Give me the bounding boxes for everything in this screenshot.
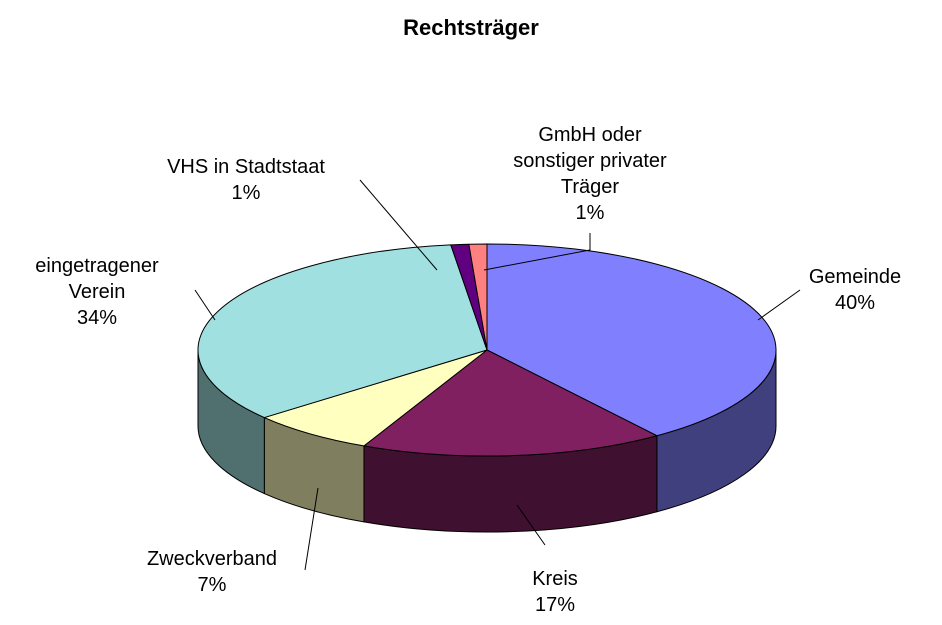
slice: [363, 349, 658, 457]
chart-title: Rechtsträger: [403, 15, 539, 40]
category-label: VHS in Stadtstaat: [167, 156, 325, 178]
leader-line: [757, 289, 801, 321]
value-label: 7%: [197, 574, 227, 596]
value-label: 40%: [834, 292, 876, 314]
data-label: eingetragener Verein 34%: [22, 253, 172, 331]
category-label: Zweckverband: [146, 548, 278, 570]
value-label: 1%: [575, 202, 605, 224]
category-label: Kreis: [532, 568, 578, 590]
slice: [263, 349, 488, 447]
slice: [197, 244, 488, 419]
value-label: 34%: [76, 307, 118, 329]
category-label: eingetragener Verein: [35, 255, 159, 303]
data-label: VHS in Stadtstaat 1%: [167, 154, 325, 206]
data-label: Zweckverband 7%: [147, 546, 277, 598]
value-label: 17%: [534, 594, 576, 616]
leader-line: [516, 504, 546, 546]
leader-line: [304, 487, 319, 571]
data-label: Kreis 17%: [532, 566, 578, 618]
data-label: GmbH oder sonstiger privater Träger 1%: [503, 122, 678, 226]
leader-line: [359, 179, 438, 271]
value-label: 1%: [231, 182, 261, 204]
category-label: GmbH oder sonstiger privater Träger: [513, 124, 667, 198]
slice: [468, 243, 488, 351]
category-label: Gemeinde: [808, 266, 902, 288]
leader-line: [483, 233, 591, 271]
data-label: Gemeinde 40%: [809, 264, 901, 316]
leader-line: [194, 289, 216, 321]
